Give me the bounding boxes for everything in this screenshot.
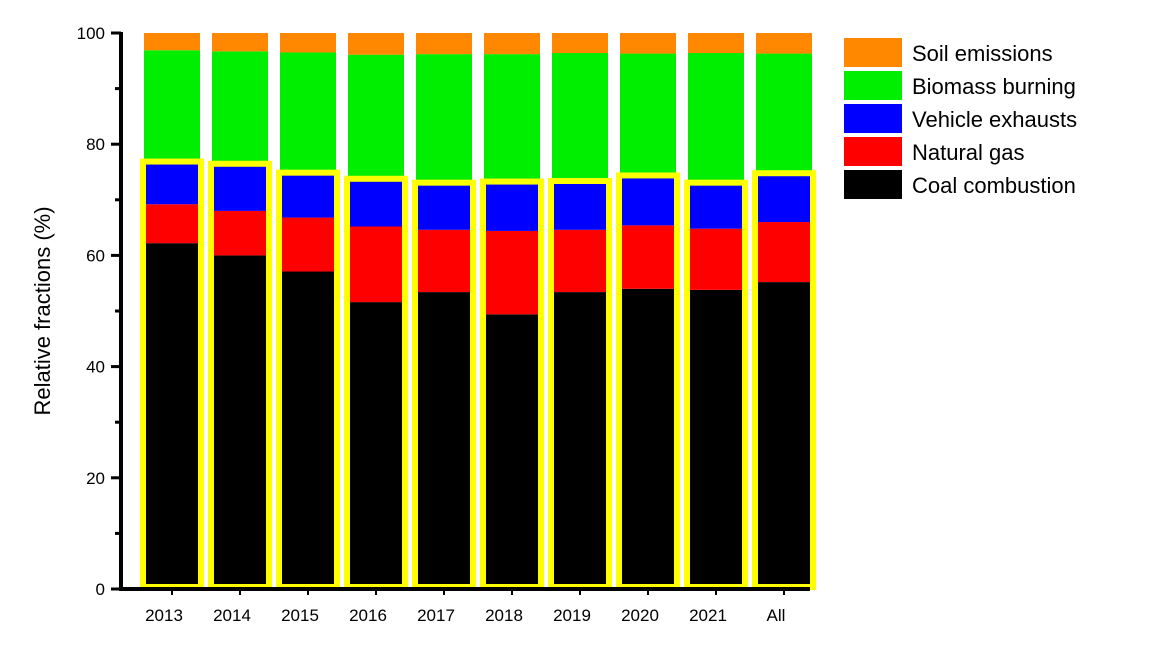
plot-area	[140, 33, 816, 590]
bar-biomass-burning-2018	[484, 54, 540, 183]
bar-soil-emissions-all	[756, 33, 812, 54]
legend-swatch-biomass-burning	[844, 71, 902, 100]
bar-vehicle-exhausts-2015	[280, 173, 336, 218]
bar-biomass-burning-2017	[416, 54, 472, 184]
bar-soil-emissions-2021	[688, 33, 744, 54]
y-tick-label-0: 0	[96, 580, 105, 599]
x-tick-label-2018: 2018	[485, 606, 523, 625]
x-tick-label-2020: 2020	[621, 606, 659, 625]
bar-biomass-burning-2014	[212, 51, 268, 165]
y-tick-label-40: 40	[86, 358, 105, 377]
x-tick-label-2019: 2019	[553, 606, 591, 625]
bar-coal-combustion-2013	[144, 243, 200, 589]
bar-soil-emissions-2019	[552, 33, 608, 54]
legend-label-natural-gas: Natural gas	[912, 140, 1025, 165]
bar-coal-combustion-2017	[416, 292, 472, 589]
bar-natural-gas-2017	[416, 229, 472, 293]
bar-biomass-burning-2020	[620, 53, 676, 177]
legend-swatch-vehicle-exhausts	[844, 104, 902, 133]
x-tick-label-2017: 2017	[417, 606, 455, 625]
x-tick-label-2021: 2021	[689, 606, 727, 625]
bar-natural-gas-2014	[212, 210, 268, 256]
legend-swatch-coal-combustion	[844, 170, 902, 199]
bar-soil-emissions-2016	[348, 33, 404, 55]
bar-vehicle-exhausts-2016	[348, 179, 404, 227]
bar-natural-gas-2013	[144, 204, 200, 244]
bar-coal-combustion-all	[756, 282, 812, 589]
bar-coal-combustion-2019	[552, 292, 608, 589]
bar-natural-gas-2015	[280, 217, 336, 272]
y-axis-title: Relative fractions (%)	[30, 206, 55, 415]
y-tick-label-80: 80	[86, 135, 105, 154]
bar-natural-gas-2021	[688, 228, 744, 290]
bar-vehicle-exhausts-2014	[212, 164, 268, 211]
x-axis: 2013 2014 2015 2016 2017 2018 2019 2020 2021 All	[119, 587, 810, 625]
x-tick-label-2015: 2015	[281, 606, 319, 625]
legend-swatch-natural-gas	[844, 137, 902, 166]
x-tick-label-all: All	[767, 606, 786, 625]
bar-vehicle-exhausts-2013	[144, 162, 200, 205]
bar-coal-combustion-2016	[348, 302, 404, 589]
x-tick-label-2014: 2014	[213, 606, 251, 625]
bar-natural-gas-2016	[348, 226, 404, 303]
bar-soil-emissions-2014	[212, 33, 268, 52]
bar-biomass-burning-2015	[280, 52, 336, 174]
y-tick-label-100: 100	[77, 24, 105, 43]
legend-label-biomass-burning: Biomass burning	[912, 74, 1076, 99]
bar-natural-gas-2020	[620, 225, 676, 289]
bar-vehicle-exhausts-2018	[484, 182, 540, 231]
bar-biomass-burning-2021	[688, 53, 744, 184]
bar-biomass-burning-2019	[552, 53, 608, 183]
bar-natural-gas-2019	[552, 229, 608, 293]
bar-soil-emissions-2017	[416, 33, 472, 55]
bar-coal-combustion-2015	[280, 271, 336, 589]
y-tick-label-20: 20	[86, 469, 105, 488]
bar-coal-combustion-2018	[484, 314, 540, 589]
bar-soil-emissions-2015	[280, 33, 336, 53]
x-tick-label-2013: 2013	[145, 606, 183, 625]
legend-label-vehicle-exhausts: Vehicle exhausts	[912, 107, 1077, 132]
bar-coal-combustion-2020	[620, 288, 676, 589]
bar-soil-emissions-2013	[144, 33, 200, 51]
bar-natural-gas-2018	[484, 230, 540, 315]
bar-soil-emissions-2018	[484, 33, 540, 55]
bar-vehicle-exhausts-2021	[688, 183, 744, 229]
bar-coal-combustion-2014	[212, 255, 268, 589]
y-axis: 0 20 40 60 80 100	[77, 24, 123, 599]
bar-biomass-burning-2016	[348, 54, 404, 180]
legend: Soil emissions Biomass burning Vehicle exh…	[844, 38, 1077, 199]
bar-coal-combustion-2021	[688, 289, 744, 589]
legend-swatch-soil-emissions	[844, 38, 902, 67]
bar-soil-emissions-2020	[620, 33, 676, 54]
legend-label-coal-combustion: Coal combustion	[912, 173, 1076, 198]
legend-label-soil-emissions: Soil emissions	[912, 41, 1053, 66]
bar-vehicle-exhausts-2019	[552, 182, 608, 230]
bar-vehicle-exhausts-all	[756, 174, 812, 223]
bar-natural-gas-all	[756, 222, 812, 283]
bar-vehicle-exhausts-2017	[416, 183, 472, 230]
y-tick-label-60: 60	[86, 246, 105, 265]
bar-biomass-burning-2013	[144, 50, 200, 163]
bar-vehicle-exhausts-2020	[620, 176, 676, 226]
bar-biomass-burning-all	[756, 53, 812, 175]
x-tick-label-2016: 2016	[349, 606, 387, 625]
